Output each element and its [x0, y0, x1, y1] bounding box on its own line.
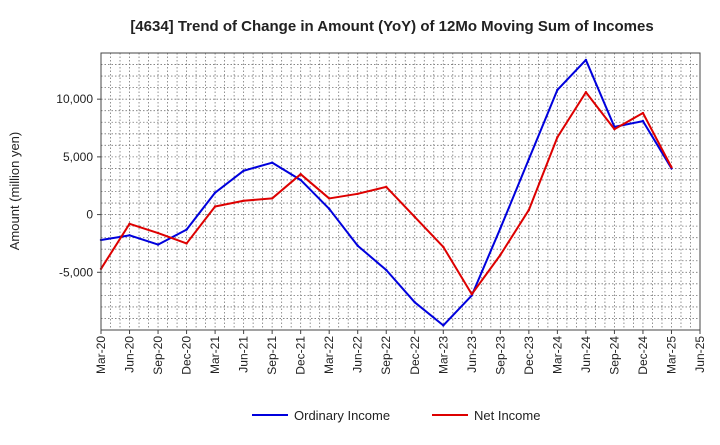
- x-tick-label: Mar-20: [94, 336, 108, 374]
- x-tick-label: Mar-24: [550, 336, 564, 374]
- data-point-net-income: [270, 197, 274, 200]
- data-point-net-income: [213, 205, 217, 208]
- data-point-net-income: [442, 245, 445, 249]
- data-point-ordinary-income: [356, 244, 359, 247]
- x-tick-label: Dec-24: [636, 336, 650, 375]
- data-point-ordinary-income: [242, 169, 245, 172]
- grid-layer: [101, 53, 700, 330]
- data-point-net-income: [470, 293, 474, 296]
- data-point-net-income: [156, 231, 160, 235]
- x-ticks-layer: Mar-20 Jun-20 Sep-20 Dec-20 Mar-21 Jun-21 Sep-…: [94, 330, 707, 375]
- data-point-ordinary-income: [128, 234, 131, 237]
- x-tick-label: Mar-23: [436, 336, 450, 374]
- data-point-net-income: [556, 136, 559, 139]
- data-point-ordinary-income: [156, 243, 160, 246]
- x-tick-label: Dec-21: [294, 336, 308, 375]
- x-tick-label: Sep-20: [151, 336, 165, 375]
- y-tick-label: -5,000: [59, 265, 93, 279]
- data-point-ordinary-income: [413, 301, 416, 304]
- y-ticks-layer: -5,000 0 5,000 10,000: [56, 92, 101, 279]
- data-point-ordinary-income: [299, 178, 302, 182]
- legend: Ordinary Income Net Income: [252, 408, 540, 423]
- data-point-ordinary-income: [442, 324, 445, 327]
- x-tick-label: Jun-20: [123, 336, 137, 373]
- x-tick-label: Jun-24: [579, 336, 593, 373]
- x-tick-label: Sep-23: [493, 336, 507, 375]
- data-point-net-income: [413, 215, 416, 219]
- data-point-net-income: [242, 199, 245, 202]
- data-point-net-income: [499, 253, 502, 257]
- plot-frame: [100, 52, 701, 331]
- data-point-net-income: [128, 222, 131, 226]
- y-tick-label: 5,000: [63, 150, 93, 164]
- data-point-ordinary-income: [527, 157, 531, 161]
- data-point-net-income: [527, 208, 531, 212]
- data-point-net-income: [613, 127, 616, 131]
- data-point-ordinary-income: [185, 228, 188, 231]
- data-point-ordinary-income: [213, 191, 217, 194]
- data-point-ordinary-income: [327, 207, 331, 211]
- x-tick-label: Jun-22: [351, 336, 365, 373]
- series-layer: [99, 58, 673, 327]
- x-tick-label: Jun-23: [465, 336, 479, 373]
- data-point-ordinary-income: [584, 58, 588, 62]
- y-tick-label: 10,000: [56, 92, 93, 106]
- x-tick-label: Dec-23: [522, 336, 536, 375]
- x-tick-label: Dec-22: [408, 336, 422, 375]
- data-point-net-income: [641, 111, 645, 115]
- x-tick-label: Sep-22: [379, 336, 393, 375]
- data-point-net-income: [327, 197, 331, 200]
- data-point-ordinary-income: [499, 227, 502, 230]
- legend-label-net-income: Net Income: [474, 408, 540, 423]
- x-tick-label: Sep-24: [607, 336, 621, 375]
- data-point-ordinary-income: [270, 161, 274, 164]
- y-axis-label: Amount (million yen): [7, 132, 22, 251]
- data-point-net-income: [185, 242, 188, 245]
- x-tick-label: Jun-25: [693, 336, 707, 373]
- x-tick-label: Mar-25: [664, 336, 678, 374]
- y-tick-label: 0: [86, 208, 93, 222]
- x-tick-label: Mar-21: [208, 336, 222, 374]
- x-tick-label: Mar-22: [322, 336, 336, 374]
- x-tick-label: Jun-21: [237, 336, 251, 373]
- data-point-net-income: [670, 166, 673, 169]
- data-point-net-income: [356, 192, 359, 196]
- chart-title: [4634] Trend of Change in Amount (YoY) o…: [130, 18, 653, 35]
- data-point-net-income: [584, 91, 588, 94]
- legend-label-ordinary-income: Ordinary Income: [294, 408, 390, 423]
- data-point-ordinary-income: [641, 119, 645, 123]
- data-point-ordinary-income: [556, 88, 559, 92]
- x-tick-label: Sep-21: [265, 336, 279, 375]
- data-point-net-income: [299, 172, 302, 176]
- x-tick-label: Dec-20: [180, 336, 194, 375]
- data-point-net-income: [385, 185, 388, 189]
- data-point-ordinary-income: [385, 268, 388, 272]
